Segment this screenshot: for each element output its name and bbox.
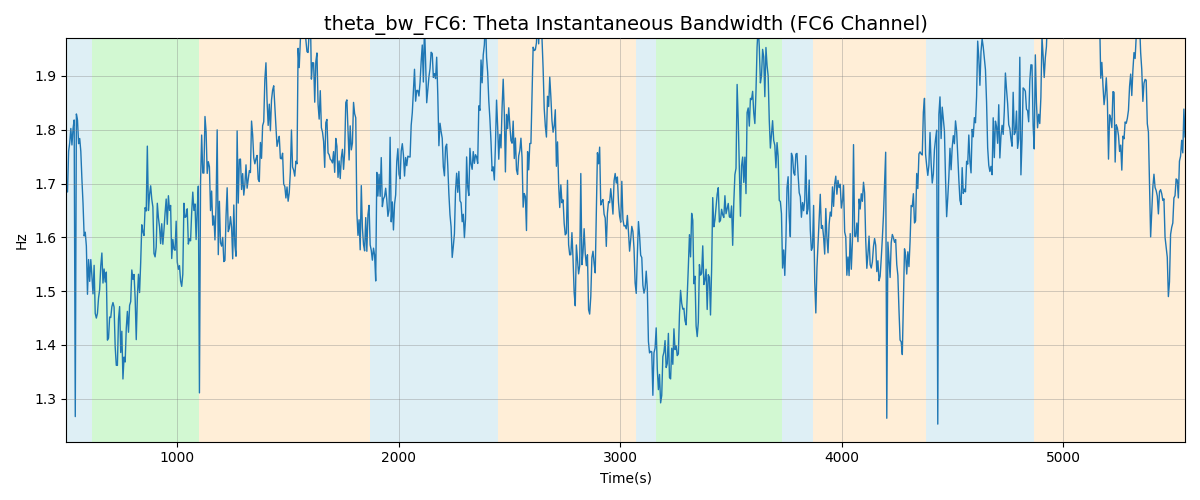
X-axis label: Time(s): Time(s) — [600, 471, 652, 485]
Bar — [370, 38, 498, 442]
Bar — [92, 38, 199, 442]
Bar — [655, 38, 782, 442]
Bar — [1034, 38, 1184, 442]
Bar — [199, 38, 370, 442]
Title: theta_bw_FC6: Theta Instantaneous Bandwidth (FC6 Channel): theta_bw_FC6: Theta Instantaneous Bandwi… — [324, 15, 928, 35]
Bar — [782, 38, 812, 442]
Bar — [926, 38, 1034, 442]
Bar — [812, 38, 926, 442]
Y-axis label: Hz: Hz — [16, 231, 29, 249]
Bar — [66, 38, 92, 442]
Bar — [498, 38, 636, 442]
Bar — [636, 38, 655, 442]
